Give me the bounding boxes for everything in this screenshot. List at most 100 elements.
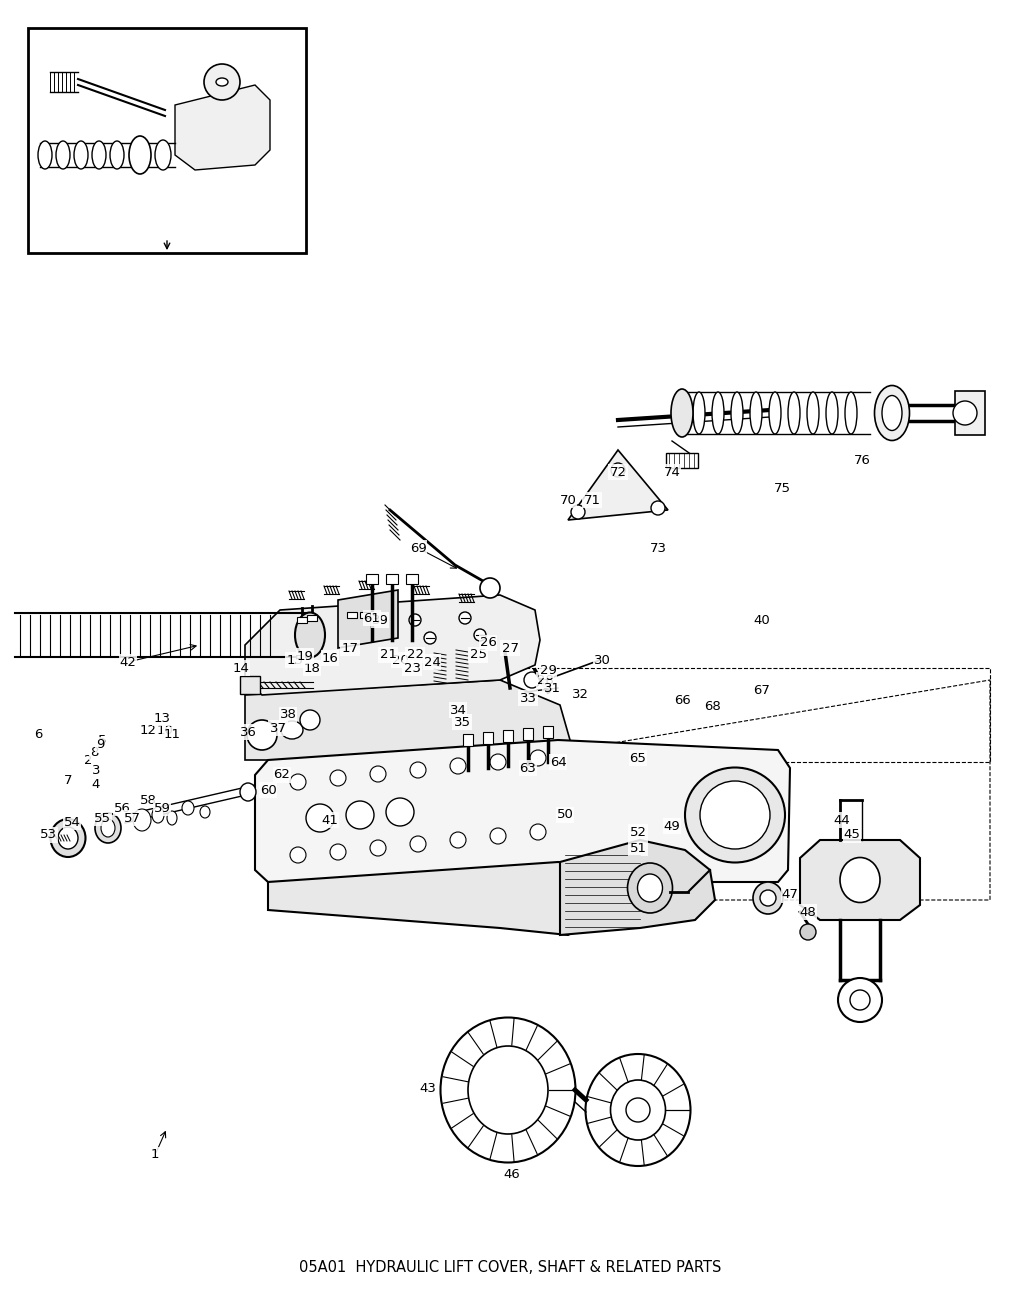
Text: 28: 28 <box>537 673 553 686</box>
Text: 34: 34 <box>449 703 467 716</box>
Circle shape <box>300 710 320 731</box>
Text: 3: 3 <box>92 763 100 776</box>
Text: 49: 49 <box>664 819 680 833</box>
Text: 73: 73 <box>649 541 667 554</box>
Ellipse shape <box>671 389 693 437</box>
Circle shape <box>530 823 546 840</box>
Circle shape <box>409 614 421 626</box>
Bar <box>463 735 473 746</box>
Text: 46: 46 <box>503 1168 521 1182</box>
Polygon shape <box>338 589 398 648</box>
Text: 67: 67 <box>753 684 771 697</box>
Ellipse shape <box>50 819 86 857</box>
Text: 51: 51 <box>630 842 646 855</box>
Circle shape <box>626 1098 650 1121</box>
Ellipse shape <box>129 136 151 174</box>
Text: 21: 21 <box>380 648 396 661</box>
Bar <box>955 391 985 435</box>
Ellipse shape <box>637 874 663 902</box>
Bar <box>366 574 378 584</box>
Circle shape <box>290 847 306 863</box>
Text: 11: 11 <box>163 728 181 741</box>
Text: 42: 42 <box>119 656 137 668</box>
Circle shape <box>346 801 374 829</box>
Circle shape <box>370 766 386 782</box>
Bar <box>240 676 260 694</box>
Text: 31: 31 <box>543 681 561 694</box>
Text: 23: 23 <box>403 661 421 674</box>
Text: 65: 65 <box>630 752 646 765</box>
Text: 29: 29 <box>539 664 556 677</box>
Circle shape <box>290 774 306 789</box>
Text: 60: 60 <box>259 783 277 796</box>
Polygon shape <box>245 595 540 695</box>
Text: 68: 68 <box>703 699 721 712</box>
Ellipse shape <box>712 392 724 434</box>
Circle shape <box>410 762 426 778</box>
Text: 16: 16 <box>322 651 338 664</box>
Text: 62: 62 <box>274 769 290 782</box>
Text: 27: 27 <box>501 642 519 655</box>
Circle shape <box>450 758 466 774</box>
Circle shape <box>370 840 386 856</box>
Text: 56: 56 <box>113 801 131 814</box>
Circle shape <box>800 924 816 940</box>
Text: 69: 69 <box>409 541 427 554</box>
Ellipse shape <box>240 783 256 801</box>
Bar <box>523 728 533 740</box>
Polygon shape <box>255 740 790 882</box>
Ellipse shape <box>38 141 52 169</box>
Text: 20: 20 <box>392 654 408 667</box>
Ellipse shape <box>585 1053 690 1166</box>
Text: 57: 57 <box>124 812 141 825</box>
Text: 37: 37 <box>270 721 287 735</box>
Bar <box>360 612 370 618</box>
Ellipse shape <box>788 392 800 434</box>
Circle shape <box>204 64 240 101</box>
Bar <box>28 27 306 254</box>
Text: 59: 59 <box>153 801 171 814</box>
Circle shape <box>611 463 625 477</box>
Polygon shape <box>568 450 668 520</box>
Text: 17: 17 <box>341 642 358 655</box>
Text: 45: 45 <box>843 829 861 842</box>
Ellipse shape <box>216 78 228 86</box>
Text: 43: 43 <box>420 1081 436 1094</box>
Ellipse shape <box>628 863 673 914</box>
Circle shape <box>651 501 665 515</box>
Text: 18: 18 <box>303 661 321 674</box>
Text: 76: 76 <box>854 454 871 467</box>
Text: 44: 44 <box>833 813 850 826</box>
Text: 36: 36 <box>240 725 256 738</box>
Text: 35: 35 <box>453 715 471 728</box>
Ellipse shape <box>693 392 704 434</box>
Ellipse shape <box>295 613 325 657</box>
Ellipse shape <box>56 141 70 169</box>
Text: 9: 9 <box>96 738 104 752</box>
Bar <box>503 731 513 742</box>
Text: 39: 39 <box>372 613 388 626</box>
Bar <box>406 574 418 584</box>
Ellipse shape <box>95 813 121 843</box>
Circle shape <box>474 629 486 640</box>
Circle shape <box>410 836 426 852</box>
Bar <box>297 617 307 623</box>
Text: 14: 14 <box>233 661 249 674</box>
Bar <box>483 732 493 744</box>
Text: 6: 6 <box>34 728 42 741</box>
Text: 47: 47 <box>781 889 798 902</box>
Ellipse shape <box>882 396 902 430</box>
Ellipse shape <box>674 392 686 434</box>
Bar <box>347 612 357 618</box>
Ellipse shape <box>769 392 781 434</box>
Circle shape <box>524 672 540 687</box>
Ellipse shape <box>753 882 783 914</box>
Ellipse shape <box>155 140 171 170</box>
Ellipse shape <box>840 857 880 903</box>
Ellipse shape <box>167 812 177 825</box>
Text: 25: 25 <box>470 648 486 661</box>
Ellipse shape <box>875 386 910 440</box>
Circle shape <box>450 833 466 848</box>
Text: 52: 52 <box>630 826 646 839</box>
Ellipse shape <box>807 392 819 434</box>
